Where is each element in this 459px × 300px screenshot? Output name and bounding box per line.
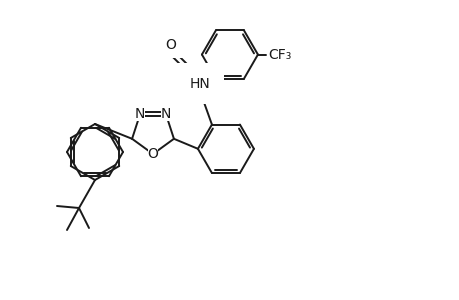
Text: N: N — [134, 107, 145, 121]
Text: O: O — [147, 147, 158, 161]
Text: O: O — [165, 38, 176, 52]
Text: N: N — [160, 107, 171, 121]
Text: HN: HN — [189, 76, 210, 91]
Text: CF₃: CF₃ — [267, 47, 291, 61]
